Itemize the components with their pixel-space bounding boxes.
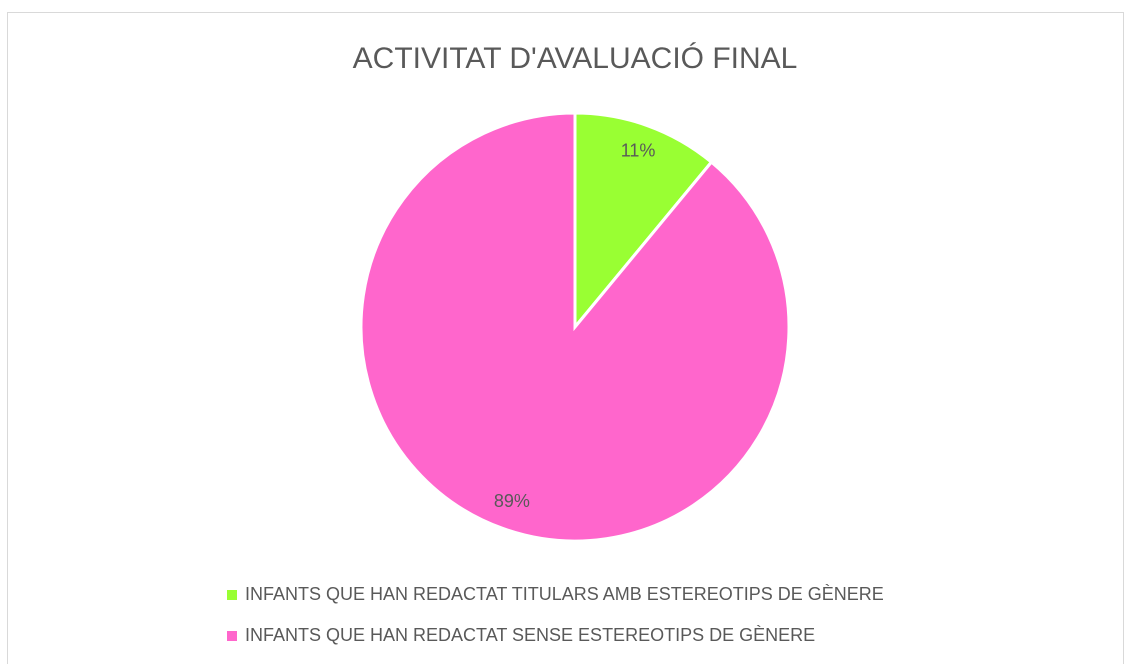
- legend-swatch: [227, 631, 237, 641]
- pie-slice: [573, 111, 714, 332]
- pie-slice: [359, 111, 791, 543]
- legend-swatch: [227, 590, 237, 600]
- legend-label: INFANTS QUE HAN REDACTAT TITULARS AMB ES…: [245, 584, 884, 604]
- data-label: 89%: [494, 491, 530, 511]
- data-label: 11%: [621, 141, 656, 161]
- legend-label: INFANTS QUE HAN REDACTAT SENSE ESTEREOTI…: [245, 625, 815, 645]
- chart-title: ACTIVITAT D'AVALUACIÓ FINAL: [353, 42, 798, 75]
